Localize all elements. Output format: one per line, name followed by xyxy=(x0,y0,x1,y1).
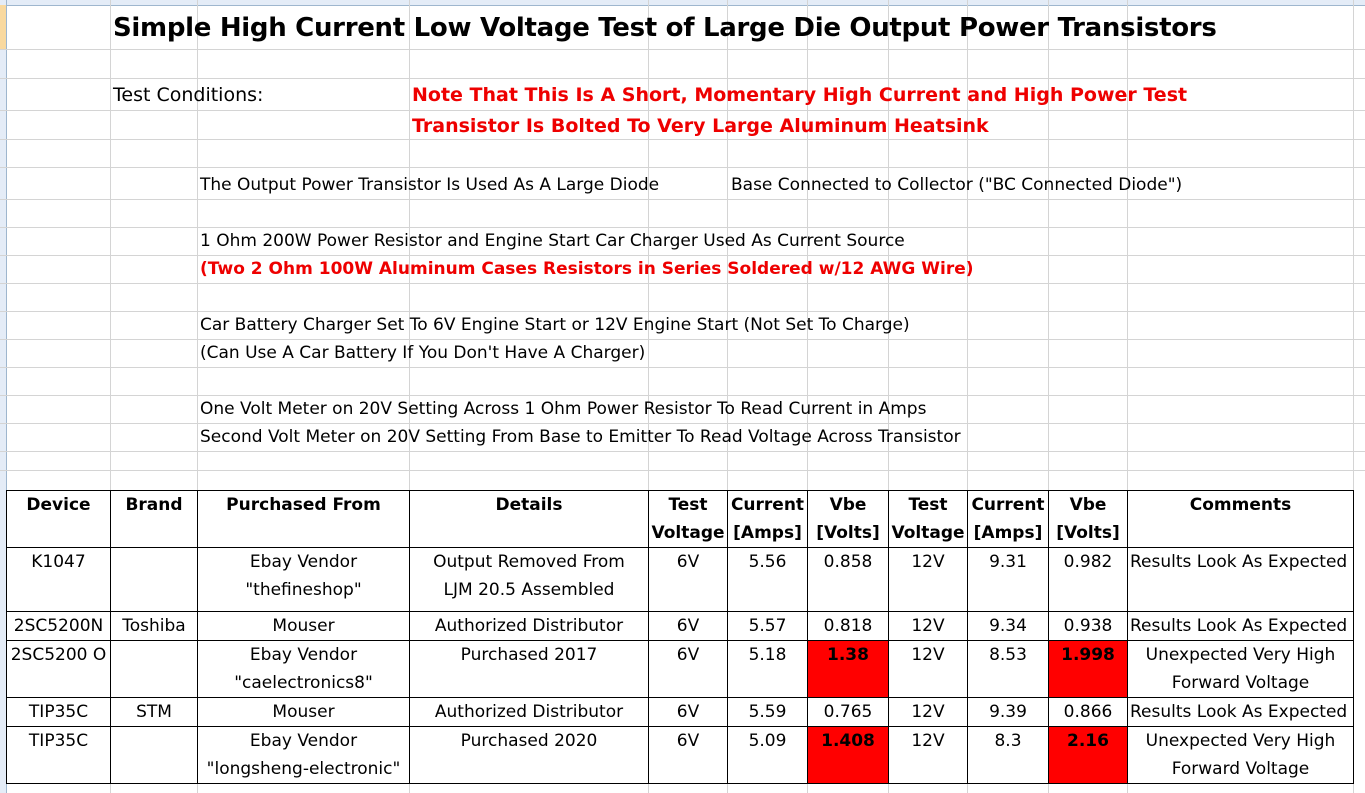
header-brand[interactable]: Brand xyxy=(110,490,198,548)
cell-vbe[interactable]: 0.982 xyxy=(1048,547,1128,612)
cell-purchased[interactable]: Mouser xyxy=(197,611,410,641)
header-purchased[interactable]: Purchased From xyxy=(197,490,410,548)
cell-comments[interactable]: Unexpected Very High Forward Voltage xyxy=(1127,726,1354,784)
resistor-text[interactable]: 1 Ohm 200W Power Resistor and Engine Sta… xyxy=(200,231,905,251)
table-row: TIP35C Ebay Vendor "longsheng-electronic"… xyxy=(6,726,1354,784)
selected-row-marker xyxy=(0,5,6,49)
cell-test-voltage[interactable]: 6V xyxy=(648,726,728,784)
table-row: K1047 Ebay Vendor "thefineshop" Output Re… xyxy=(6,547,1354,612)
header-current-6v[interactable]: Current [Amps] xyxy=(727,490,808,548)
cell-device[interactable]: 2SC5200 O xyxy=(6,640,111,698)
cell-purchased[interactable]: Ebay Vendor "caelectronics8" xyxy=(197,640,410,698)
table-row: TIP35C STM Mouser Authorized Distributor… xyxy=(6,697,1354,727)
meter1-text[interactable]: One Volt Meter on 20V Setting Across 1 O… xyxy=(200,399,927,419)
cell-vbe[interactable]: 0.858 xyxy=(807,547,889,612)
sheet-title[interactable]: Simple High Current Low Voltage Test of … xyxy=(113,13,1217,43)
resistor-note[interactable]: (Two 2 Ohm 100W Aluminum Cases Resistors… xyxy=(200,259,974,279)
cell-brand[interactable] xyxy=(110,547,198,612)
cell-brand[interactable]: STM xyxy=(110,697,198,727)
cell-current[interactable]: 5.56 xyxy=(727,547,808,612)
charger-text[interactable]: Car Battery Charger Set To 6V Engine Sta… xyxy=(200,315,910,335)
cell-vbe-highlighted[interactable]: 1.998 xyxy=(1048,640,1128,698)
cell-brand[interactable] xyxy=(110,640,198,698)
cell-comments[interactable]: Results Look As Expected xyxy=(1127,547,1354,612)
cell-purchased[interactable]: Mouser xyxy=(197,697,410,727)
cell-device[interactable]: TIP35C xyxy=(6,726,111,784)
note-line-1[interactable]: Note That This Is A Short, Momentary Hig… xyxy=(412,84,1188,106)
cell-test-voltage[interactable]: 12V xyxy=(888,640,968,698)
cell-device[interactable]: TIP35C xyxy=(6,697,111,727)
cell-current[interactable]: 8.3 xyxy=(967,726,1049,784)
cell-device[interactable]: 2SC5200N xyxy=(6,611,111,641)
table-row: 2SC5200N Toshiba Mouser Authorized Distr… xyxy=(6,611,1354,641)
cell-test-voltage[interactable]: 12V xyxy=(888,697,968,727)
cell-comments[interactable]: Results Look As Expected xyxy=(1127,697,1354,727)
cell-comments[interactable]: Unexpected Very High Forward Voltage xyxy=(1127,640,1354,698)
cell-purchased[interactable]: Ebay Vendor "thefineshop" xyxy=(197,547,410,612)
meter2-text[interactable]: Second Volt Meter on 20V Setting From Ba… xyxy=(200,427,961,447)
header-test-voltage-12v[interactable]: Test Voltage xyxy=(888,490,968,548)
column-header-strip[interactable] xyxy=(0,0,1365,6)
cell-test-voltage[interactable]: 12V xyxy=(888,726,968,784)
cell-current[interactable]: 5.18 xyxy=(727,640,808,698)
cell-details[interactable]: Authorized Distributor xyxy=(409,611,649,641)
header-vbe-6v[interactable]: Vbe [Volts] xyxy=(807,490,889,548)
diode-text[interactable]: The Output Power Transistor Is Used As A… xyxy=(200,175,660,195)
results-table: Device Brand Purchased From Details Test… xyxy=(6,490,1354,784)
cell-purchased[interactable]: Ebay Vendor "longsheng-electronic" xyxy=(197,726,410,784)
base-text[interactable]: Base Connected to Collector ("BC Connect… xyxy=(731,175,1183,195)
cell-current[interactable]: 5.09 xyxy=(727,726,808,784)
cell-details[interactable]: Purchased 2017 xyxy=(409,640,649,698)
cell-vbe[interactable]: 0.818 xyxy=(807,611,889,641)
header-test-voltage-6v[interactable]: Test Voltage xyxy=(648,490,728,548)
cell-current[interactable]: 5.57 xyxy=(727,611,808,641)
header-current-12v[interactable]: Current [Amps] xyxy=(967,490,1049,548)
header-device[interactable]: Device xyxy=(6,490,111,548)
cell-device[interactable]: K1047 xyxy=(6,547,111,612)
cell-details[interactable]: Authorized Distributor xyxy=(409,697,649,727)
cell-test-voltage[interactable]: 6V xyxy=(648,640,728,698)
cell-vbe[interactable]: 0.765 xyxy=(807,697,889,727)
cell-current[interactable]: 5.59 xyxy=(727,697,808,727)
cell-brand[interactable]: Toshiba xyxy=(110,611,198,641)
cell-test-voltage[interactable]: 6V xyxy=(648,547,728,612)
cell-current[interactable]: 9.31 xyxy=(967,547,1049,612)
cell-vbe-highlighted[interactable]: 1.408 xyxy=(807,726,889,784)
header-details[interactable]: Details xyxy=(409,490,649,548)
cell-vbe-highlighted[interactable]: 1.38 xyxy=(807,640,889,698)
table-header-row: Device Brand Purchased From Details Test… xyxy=(6,490,1354,548)
cell-current[interactable]: 9.39 xyxy=(967,697,1049,727)
cell-brand[interactable] xyxy=(110,726,198,784)
cell-current[interactable]: 9.34 xyxy=(967,611,1049,641)
cell-current[interactable]: 8.53 xyxy=(967,640,1049,698)
cell-vbe-highlighted[interactable]: 2.16 xyxy=(1048,726,1128,784)
cell-test-voltage[interactable]: 12V xyxy=(888,547,968,612)
cell-vbe[interactable]: 0.938 xyxy=(1048,611,1128,641)
cell-comments[interactable]: Results Look As Expected xyxy=(1127,611,1354,641)
cell-vbe[interactable]: 0.866 xyxy=(1048,697,1128,727)
header-vbe-12v[interactable]: Vbe [Volts] xyxy=(1048,490,1128,548)
cell-details[interactable]: Purchased 2020 xyxy=(409,726,649,784)
cell-test-voltage[interactable]: 12V xyxy=(888,611,968,641)
cell-test-voltage[interactable]: 6V xyxy=(648,611,728,641)
table-row: 2SC5200 O Ebay Vendor "caelectronics8" Pu… xyxy=(6,640,1354,698)
note-line-2[interactable]: Transistor Is Bolted To Very Large Alumi… xyxy=(412,115,989,137)
cell-details[interactable]: Output Removed From LJM 20.5 Assembled xyxy=(409,547,649,612)
test-conditions-label[interactable]: Test Conditions: xyxy=(113,84,264,106)
charger-note[interactable]: (Can Use A Car Battery If You Don't Have… xyxy=(200,343,646,363)
header-comments[interactable]: Comments xyxy=(1127,490,1354,548)
cell-test-voltage[interactable]: 6V xyxy=(648,697,728,727)
